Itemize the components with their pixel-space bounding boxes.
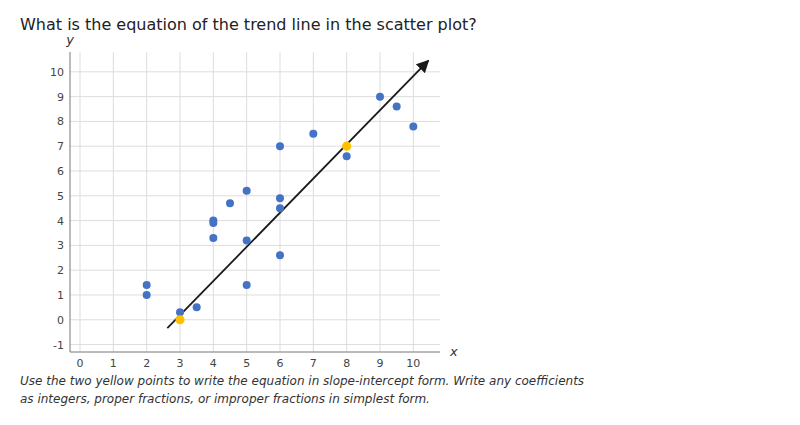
point — [243, 236, 251, 244]
grid-line — [70, 270, 440, 271]
point — [343, 152, 351, 160]
grid-line — [70, 319, 440, 320]
x-tick-label: 6 — [277, 357, 284, 370]
point — [376, 93, 384, 101]
y-tick-label: 0 — [57, 314, 64, 327]
x-tick-label: 3 — [177, 357, 184, 370]
point — [143, 281, 151, 289]
plot-area — [143, 61, 429, 329]
y-tick-label: 10 — [50, 66, 64, 79]
x-tick-label: 4 — [210, 357, 217, 370]
point — [393, 103, 401, 111]
y-tick-label: 9 — [57, 91, 64, 104]
x-tick-label: 9 — [377, 357, 384, 370]
grid-line — [70, 344, 440, 345]
subtitle: as integers, proper fractions, or improp… — [20, 392, 430, 406]
grid-line — [70, 220, 440, 221]
x-tick-label: 8 — [343, 357, 350, 370]
grid-line — [70, 146, 440, 147]
y-tick-label: 6 — [57, 165, 64, 178]
title: What is the equation of the trend line i… — [20, 15, 477, 34]
point — [175, 315, 184, 324]
point — [276, 194, 284, 202]
y-tick-label: 2 — [57, 264, 64, 277]
x-tick-label: 7 — [310, 357, 317, 370]
point — [176, 308, 184, 316]
point — [276, 204, 284, 212]
grid-line — [70, 96, 440, 97]
y-tick-label: 3 — [57, 239, 64, 252]
x-tick-label: 5 — [243, 357, 250, 370]
subtitle: Use the two yellow points to write the e… — [20, 374, 584, 388]
x-tick-label: 0 — [77, 357, 84, 370]
x-axis — [70, 352, 440, 353]
point — [409, 122, 417, 130]
y-tick-label: 5 — [57, 190, 64, 203]
y-tick-label: 7 — [57, 140, 64, 153]
y-tick-label: -1 — [53, 339, 64, 352]
grid-line — [70, 294, 440, 295]
grid — [70, 52, 440, 352]
grid-line — [70, 171, 440, 172]
x-axis-label: x — [449, 344, 458, 359]
grid-line — [70, 245, 440, 246]
chart: What is the equation of the trend line i… — [0, 0, 800, 425]
y-axis-label: y — [65, 32, 74, 47]
point — [342, 142, 351, 151]
point — [226, 199, 234, 207]
y-axis — [70, 52, 71, 352]
point — [243, 187, 251, 195]
point — [276, 142, 284, 150]
y-tick-label: 1 — [57, 289, 64, 302]
y-tick-label: 4 — [57, 215, 64, 228]
x-tick-label: 10 — [406, 357, 420, 370]
grid-line — [70, 195, 440, 196]
point — [209, 219, 217, 227]
x-tick-label: 1 — [110, 357, 117, 370]
point — [143, 291, 151, 299]
point — [309, 130, 317, 138]
point — [243, 281, 251, 289]
point — [276, 251, 284, 259]
x-tick-label: 2 — [143, 357, 150, 370]
point — [193, 303, 201, 311]
grid-line — [70, 71, 440, 72]
point — [209, 234, 217, 242]
grid-line — [70, 121, 440, 122]
y-tick-label: 8 — [57, 115, 64, 128]
trend-line — [167, 61, 428, 329]
